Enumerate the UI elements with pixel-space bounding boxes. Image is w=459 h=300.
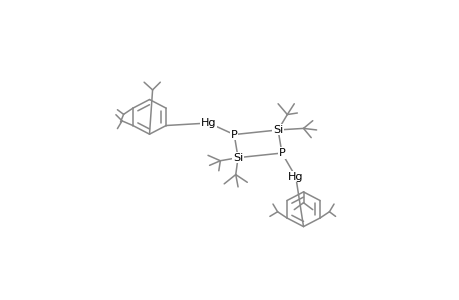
Text: Hg: Hg [287,172,303,182]
Text: P: P [278,148,285,158]
Text: Hg: Hg [201,118,216,128]
Text: P: P [230,130,237,140]
Text: Si: Si [272,125,283,135]
Text: Si: Si [232,153,243,163]
